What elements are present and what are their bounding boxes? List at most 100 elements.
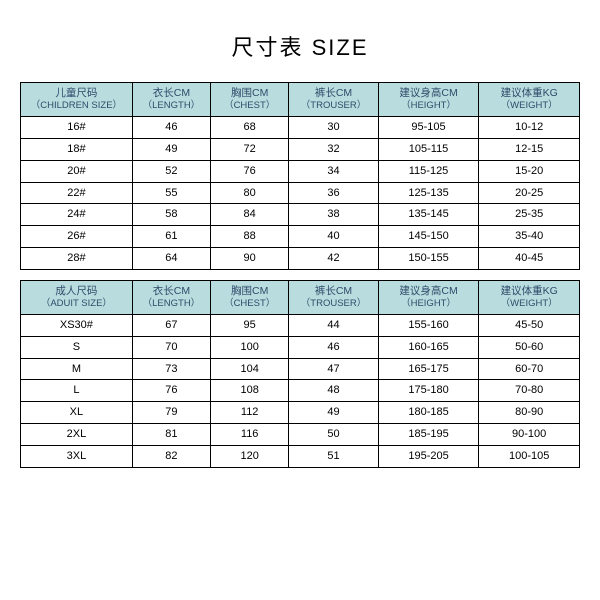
table-cell: 3XL [21, 445, 133, 467]
table-cell: 40-45 [479, 248, 580, 270]
header-en: （LENGTH） [135, 298, 208, 311]
table-row: 22#558036125-13520-25 [21, 182, 580, 204]
table-cell: 76 [211, 160, 289, 182]
table-row: 18#497232105-11512-15 [21, 138, 580, 160]
table-cell: 50-60 [479, 336, 580, 358]
adult-tbody: XS30#679544155-16045-50S7010046160-16550… [21, 314, 580, 467]
col-header: 建议身高CM（HEIGHT） [378, 280, 479, 314]
table-cell: 18# [21, 138, 133, 160]
header-cn: 建议体重KG [481, 284, 577, 298]
header-cn: 儿童尺码 [23, 86, 130, 100]
table-row: 28#649042150-15540-45 [21, 248, 580, 270]
table-cell: 165-175 [378, 358, 479, 380]
table-cell: 48 [289, 380, 378, 402]
header-en: （HEIGHT） [381, 298, 477, 311]
col-header: 儿童尺码（CHILDREN SIZE） [21, 83, 133, 117]
header-en: （WEIGHT） [481, 298, 577, 311]
table-cell: 90-100 [479, 424, 580, 446]
table-row: XL7911249180-18580-90 [21, 402, 580, 424]
table-cell: 100-105 [479, 445, 580, 467]
table-cell: 80 [211, 182, 289, 204]
table-cell: 73 [132, 358, 210, 380]
header-en: （CHILDREN SIZE） [23, 100, 130, 113]
table-row: 24#588438135-14525-35 [21, 204, 580, 226]
col-header: 裤长CM（TROUSER） [289, 83, 378, 117]
header-cn: 裤长CM [291, 86, 375, 100]
table-cell: M [21, 358, 133, 380]
adult-size-table: 成人尺码（ADUIT SIZE） 衣长CM（LENGTH） 胸围CM（CHEST… [20, 280, 580, 468]
table-cell: 82 [132, 445, 210, 467]
table-cell: 79 [132, 402, 210, 424]
table-cell: 195-205 [378, 445, 479, 467]
table-cell: 26# [21, 226, 133, 248]
table-cell: 80-90 [479, 402, 580, 424]
table-cell: 108 [211, 380, 289, 402]
table-row: 20#527634115-12515-20 [21, 160, 580, 182]
table-cell: 150-155 [378, 248, 479, 270]
children-tbody: 16#46683095-10510-1218#497232105-11512-1… [21, 116, 580, 269]
table-cell: 120 [211, 445, 289, 467]
col-header: 建议体重KG（WEIGHT） [479, 83, 580, 117]
header-en: （ADUIT SIZE） [23, 298, 130, 311]
table-cell: 112 [211, 402, 289, 424]
header-en: （LENGTH） [135, 100, 208, 113]
header-cn: 衣长CM [135, 86, 208, 100]
table-cell: 160-165 [378, 336, 479, 358]
tables-container: 儿童尺码（CHILDREN SIZE） 衣长CM（LENGTH） 胸围CM（CH… [20, 82, 580, 468]
table-row: 2XL8111650185-19590-100 [21, 424, 580, 446]
table-cell: 115-125 [378, 160, 479, 182]
col-header: 胸围CM（CHEST） [211, 280, 289, 314]
table-gap [20, 270, 580, 280]
table-row: 16#46683095-10510-12 [21, 116, 580, 138]
table-row: XS30#679544155-16045-50 [21, 314, 580, 336]
table-cell: 25-35 [479, 204, 580, 226]
table-cell: 125-135 [378, 182, 479, 204]
table-cell: 68 [211, 116, 289, 138]
table-cell: 180-185 [378, 402, 479, 424]
table-cell: 46 [132, 116, 210, 138]
header-en: （WEIGHT） [481, 100, 577, 113]
table-cell: 42 [289, 248, 378, 270]
header-cn: 成人尺码 [23, 284, 130, 298]
table-cell: 46 [289, 336, 378, 358]
table-cell: 61 [132, 226, 210, 248]
header-cn: 建议身高CM [381, 284, 477, 298]
table-cell: 76 [132, 380, 210, 402]
col-header: 裤长CM（TROUSER） [289, 280, 378, 314]
table-cell: 36 [289, 182, 378, 204]
table-row: M7310447165-17560-70 [21, 358, 580, 380]
header-en: （CHEST） [213, 298, 286, 311]
table-cell: XS30# [21, 314, 133, 336]
header-cn: 衣长CM [135, 284, 208, 298]
adult-header-row: 成人尺码（ADUIT SIZE） 衣长CM（LENGTH） 胸围CM（CHEST… [21, 280, 580, 314]
table-cell: 88 [211, 226, 289, 248]
table-cell: 49 [289, 402, 378, 424]
table-cell: 15-20 [479, 160, 580, 182]
table-cell: 58 [132, 204, 210, 226]
table-cell: 34 [289, 160, 378, 182]
table-cell: 51 [289, 445, 378, 467]
header-cn: 胸围CM [213, 86, 286, 100]
table-cell: 70 [132, 336, 210, 358]
header-cn: 建议体重KG [481, 86, 577, 100]
table-cell: 45-50 [479, 314, 580, 336]
header-cn: 建议身高CM [381, 86, 477, 100]
table-cell: 145-150 [378, 226, 479, 248]
table-row: S7010046160-16550-60 [21, 336, 580, 358]
table-cell: 52 [132, 160, 210, 182]
table-cell: 2XL [21, 424, 133, 446]
col-header: 建议身高CM（HEIGHT） [378, 83, 479, 117]
table-cell: 70-80 [479, 380, 580, 402]
table-cell: XL [21, 402, 133, 424]
table-cell: 60-70 [479, 358, 580, 380]
table-cell: 67 [132, 314, 210, 336]
table-cell: S [21, 336, 133, 358]
table-cell: 12-15 [479, 138, 580, 160]
table-cell: 64 [132, 248, 210, 270]
table-cell: 49 [132, 138, 210, 160]
table-cell: 100 [211, 336, 289, 358]
table-cell: 95 [211, 314, 289, 336]
table-cell: L [21, 380, 133, 402]
table-cell: 50 [289, 424, 378, 446]
table-row: 26#618840145-15035-40 [21, 226, 580, 248]
